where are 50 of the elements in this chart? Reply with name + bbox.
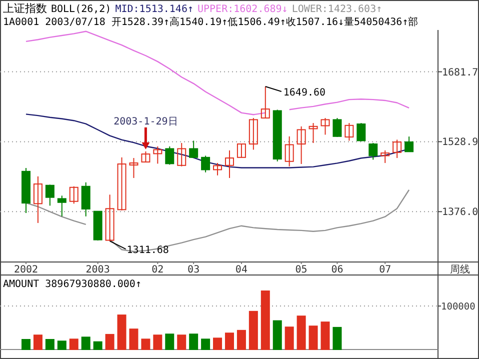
bar xyxy=(129,328,138,350)
x-tick-label: 2002 xyxy=(14,264,38,276)
bar xyxy=(45,338,54,350)
bar xyxy=(332,326,342,350)
bar xyxy=(165,334,174,350)
x-tick-label: 05 xyxy=(295,264,308,276)
bar xyxy=(69,338,78,350)
bar xyxy=(236,330,246,350)
text: 100000 xyxy=(441,302,476,313)
bar xyxy=(201,338,210,350)
bar xyxy=(296,316,306,350)
x-tick-label: 06 xyxy=(331,264,344,276)
x-tick-label: 03 xyxy=(188,264,200,276)
x-tick-label: 02 xyxy=(152,264,164,276)
bar xyxy=(320,322,330,350)
annotation: 1311.68 xyxy=(126,245,169,256)
x-tick-label: 2003 xyxy=(86,264,110,276)
bar xyxy=(117,314,126,350)
y-tick-label: 1376.0 xyxy=(442,207,478,218)
text: MID:1513.146↑ xyxy=(115,4,194,15)
text: 周线 xyxy=(450,264,470,276)
chart-title: AMOUNT 38967930880.000↑ xyxy=(3,279,142,290)
bar xyxy=(141,338,150,350)
chart-title: 上证指数 xyxy=(3,2,47,15)
bar xyxy=(22,338,30,350)
annotation: 2003-1-29日 xyxy=(114,116,178,128)
bar xyxy=(248,310,258,350)
bar xyxy=(213,338,222,350)
legend-title: BOLL(26,2) xyxy=(51,4,112,15)
chart-subtitle: 1A0001 2003/07/18 开1528.39↑高1540.19↑低1506.49↑收1507.16↓量54050436↑部 xyxy=(3,16,418,28)
bar xyxy=(260,290,270,350)
bar xyxy=(308,326,318,350)
text: LOWER:1423.603↑ xyxy=(292,4,382,15)
y-tick-label: 1528.9 xyxy=(442,137,478,148)
bar xyxy=(153,334,162,350)
x-tick-label: 04 xyxy=(235,264,248,276)
x-tick-label: 07 xyxy=(379,264,392,276)
bar xyxy=(33,334,42,350)
text: UPPER:1602.689↓ xyxy=(198,4,288,15)
bar xyxy=(272,320,282,350)
bar xyxy=(57,340,66,350)
bar xyxy=(284,326,294,350)
bar xyxy=(81,336,90,350)
annotation: 1649.60 xyxy=(283,87,326,98)
bar xyxy=(224,332,234,350)
bar xyxy=(177,334,186,350)
bar xyxy=(93,341,102,350)
bar xyxy=(105,334,114,350)
bar xyxy=(189,334,198,350)
y-tick-label: 1681.7 xyxy=(442,67,478,78)
